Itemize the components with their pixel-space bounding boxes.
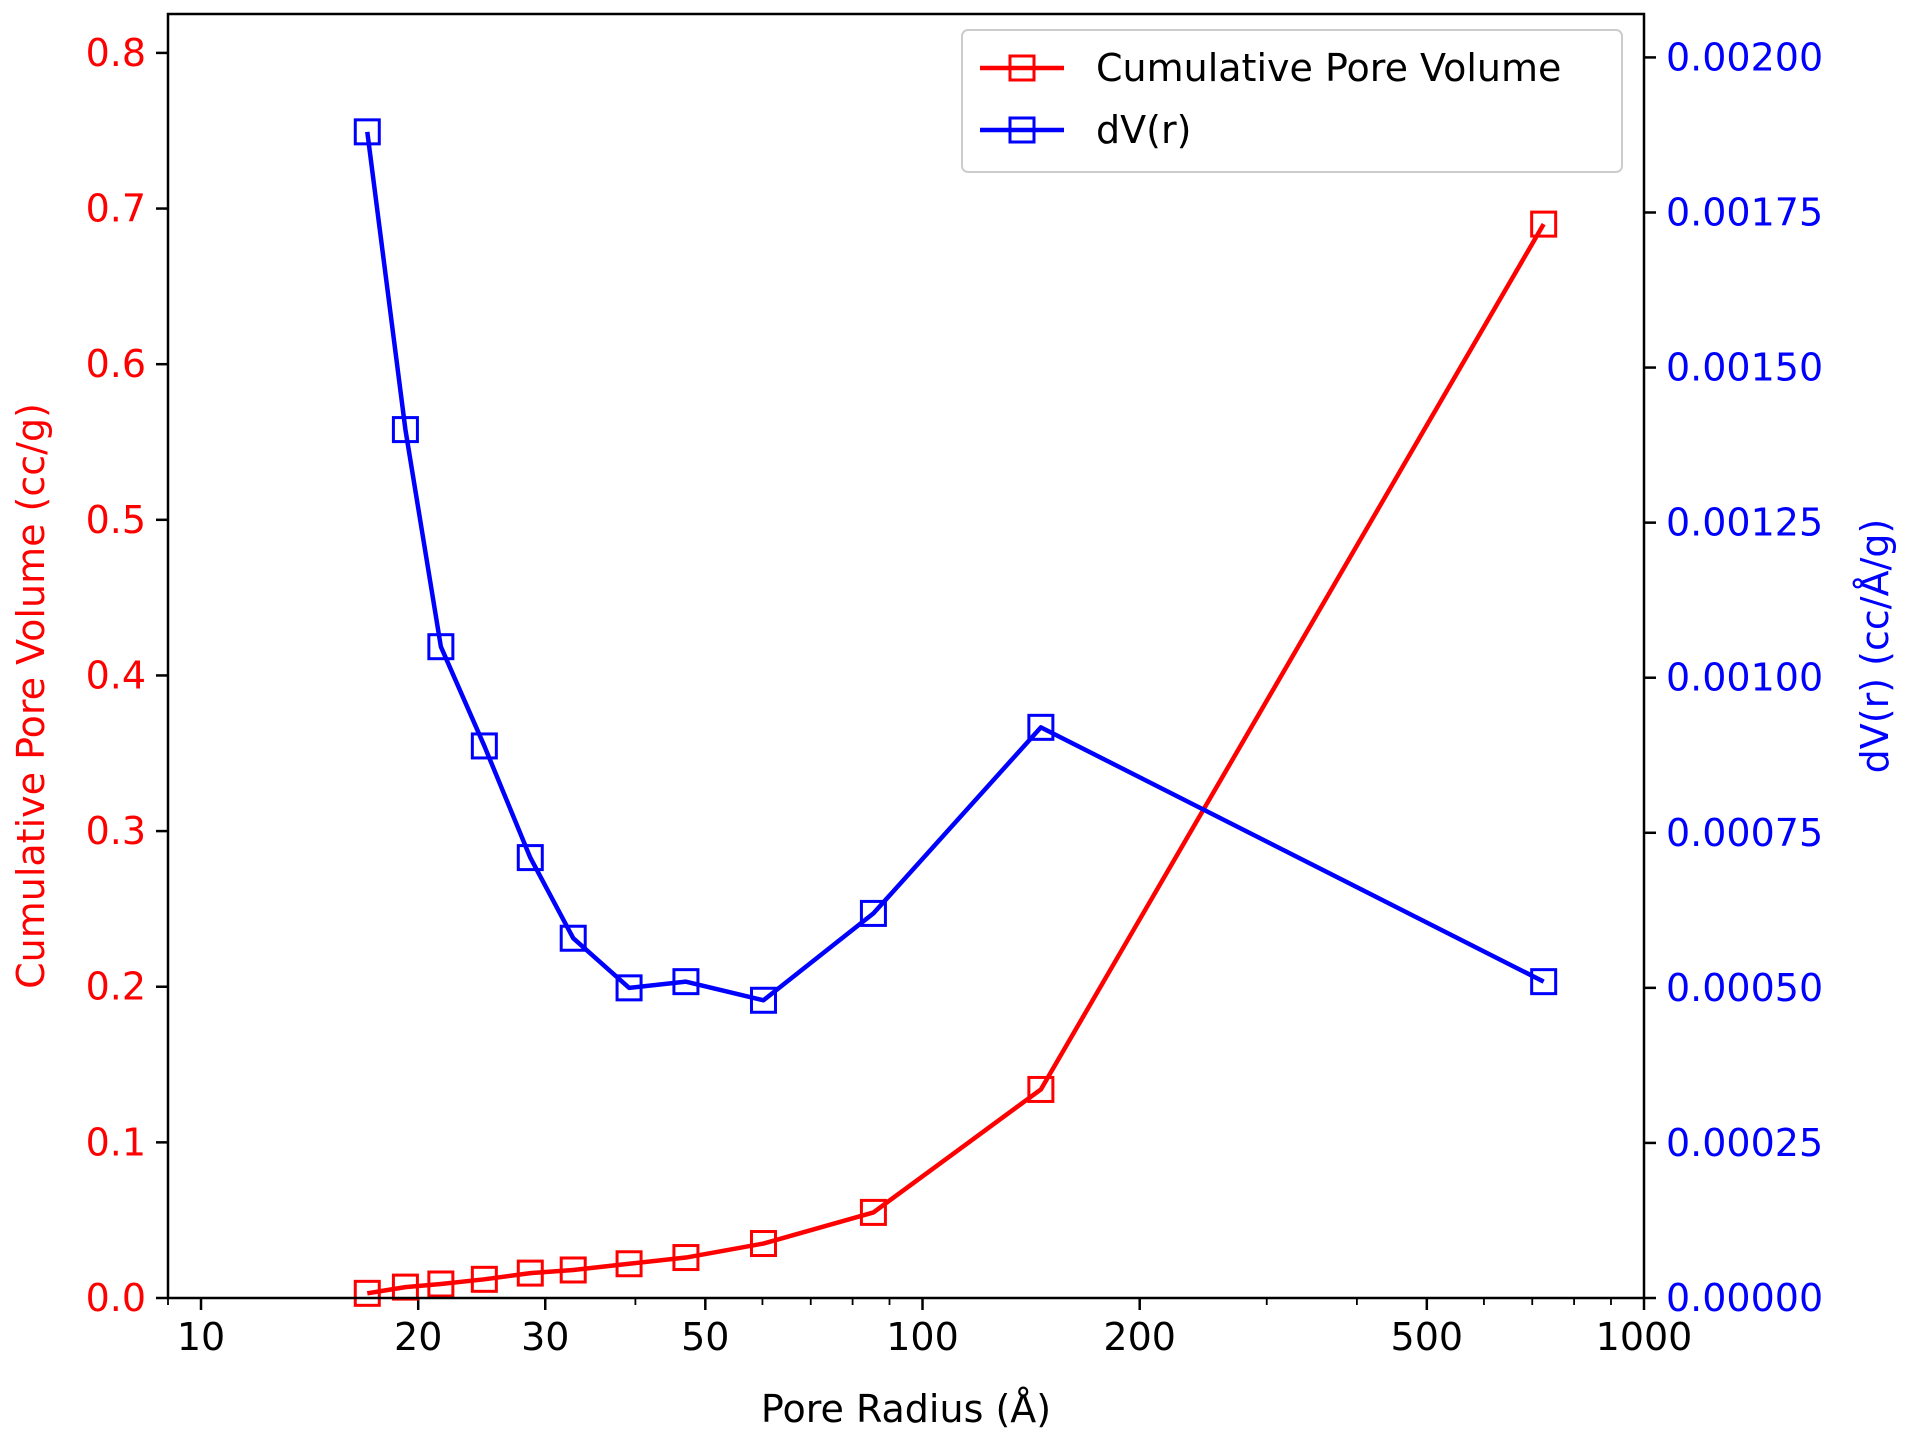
left-tick-label: 0.7 xyxy=(86,187,146,231)
data-point xyxy=(859,1198,887,1226)
x-tick-label: 50 xyxy=(681,1315,729,1359)
right-tick-label: 0.00150 xyxy=(1666,346,1823,390)
right-tick-label: 0.00200 xyxy=(1666,35,1823,79)
data-point xyxy=(353,1279,381,1307)
series-dvr xyxy=(353,118,1558,1014)
data-point xyxy=(749,1230,777,1258)
legend-box xyxy=(961,29,1623,173)
data-point xyxy=(1027,1075,1055,1103)
data-point xyxy=(672,968,700,996)
legend-label: Cumulative Pore Volume xyxy=(1096,46,1561,90)
series-line xyxy=(366,222,1546,1296)
data-point xyxy=(470,732,498,760)
data-point xyxy=(559,1256,587,1284)
data-point xyxy=(353,118,381,146)
legend: Cumulative Pore Volume dV(r) xyxy=(961,29,1623,173)
x-tick-label: 200 xyxy=(1103,1315,1176,1359)
data-point xyxy=(1530,968,1558,996)
data-point xyxy=(1530,210,1558,238)
right-tick-label: 0.00125 xyxy=(1666,501,1823,545)
data-point xyxy=(559,924,587,952)
series-layer xyxy=(353,118,1558,1307)
data-point xyxy=(427,633,455,661)
right-tick-label: 0.00000 xyxy=(1666,1276,1823,1320)
x-tick-label: 20 xyxy=(394,1315,442,1359)
x-tick-label: 10 xyxy=(177,1315,225,1359)
plot-frame xyxy=(166,12,1646,1300)
left-tick-label: 0.5 xyxy=(86,498,146,542)
left-tick-label: 0.0 xyxy=(86,1276,146,1320)
x-axis-title: Pore Radius (Å) xyxy=(761,1387,1051,1431)
left-axis-ticks: 0.0 0.1 0.2 0.3 0.4 0.5 0.6 0.7 0.8 xyxy=(86,31,168,1320)
right-tick-label: 0.00050 xyxy=(1666,966,1823,1010)
right-axis-ticks: 0.00000 0.00025 0.00050 0.00075 0.00100 0.001… xyxy=(1644,35,1823,1320)
legend-label: dV(r) xyxy=(1096,108,1191,152)
left-tick-label: 0.1 xyxy=(86,1120,146,1164)
data-point xyxy=(749,986,777,1014)
right-tick-label: 0.00175 xyxy=(1666,190,1823,234)
x-tick-label: 100 xyxy=(886,1315,959,1359)
data-point xyxy=(1027,713,1055,741)
series-line xyxy=(365,131,1545,1003)
legend-entries: Cumulative Pore Volume dV(r) xyxy=(980,46,1561,152)
data-point xyxy=(615,974,643,1002)
data-point xyxy=(516,1259,544,1287)
legend-marker xyxy=(1008,116,1036,144)
x-tick-label: 500 xyxy=(1391,1315,1464,1359)
legend-marker xyxy=(1008,54,1036,82)
right-tick-label: 0.00100 xyxy=(1666,656,1823,700)
right-tick-label: 0.00075 xyxy=(1666,811,1823,855)
legend-entry: Cumulative Pore Volume xyxy=(980,46,1561,90)
x-axis-ticks: 10 20 30 50 100 200 500 1000 xyxy=(177,1298,1693,1359)
data-point xyxy=(615,1250,643,1278)
series-cumulative xyxy=(353,210,1558,1307)
x-tick-label: 1000 xyxy=(1596,1315,1693,1359)
right-tick-label: 0.00025 xyxy=(1666,1121,1823,1165)
data-point xyxy=(516,844,544,872)
data-point xyxy=(427,1270,455,1298)
left-tick-label: 0.2 xyxy=(86,965,146,1009)
left-tick-label: 0.4 xyxy=(86,653,146,697)
data-point xyxy=(470,1265,498,1293)
data-point xyxy=(672,1244,700,1272)
right-axis-title: dV(r) (cc/Å/g) xyxy=(1853,519,1897,774)
legend-entry: dV(r) xyxy=(980,108,1191,152)
left-tick-label: 0.3 xyxy=(86,809,146,853)
x-tick-label: 30 xyxy=(521,1315,569,1359)
data-point xyxy=(859,899,887,927)
left-tick-label: 0.8 xyxy=(86,31,146,75)
data-point xyxy=(391,416,419,444)
left-tick-label: 0.6 xyxy=(86,342,146,386)
left-axis-title: Cumulative Pore Volume (cc/g) xyxy=(9,403,53,989)
